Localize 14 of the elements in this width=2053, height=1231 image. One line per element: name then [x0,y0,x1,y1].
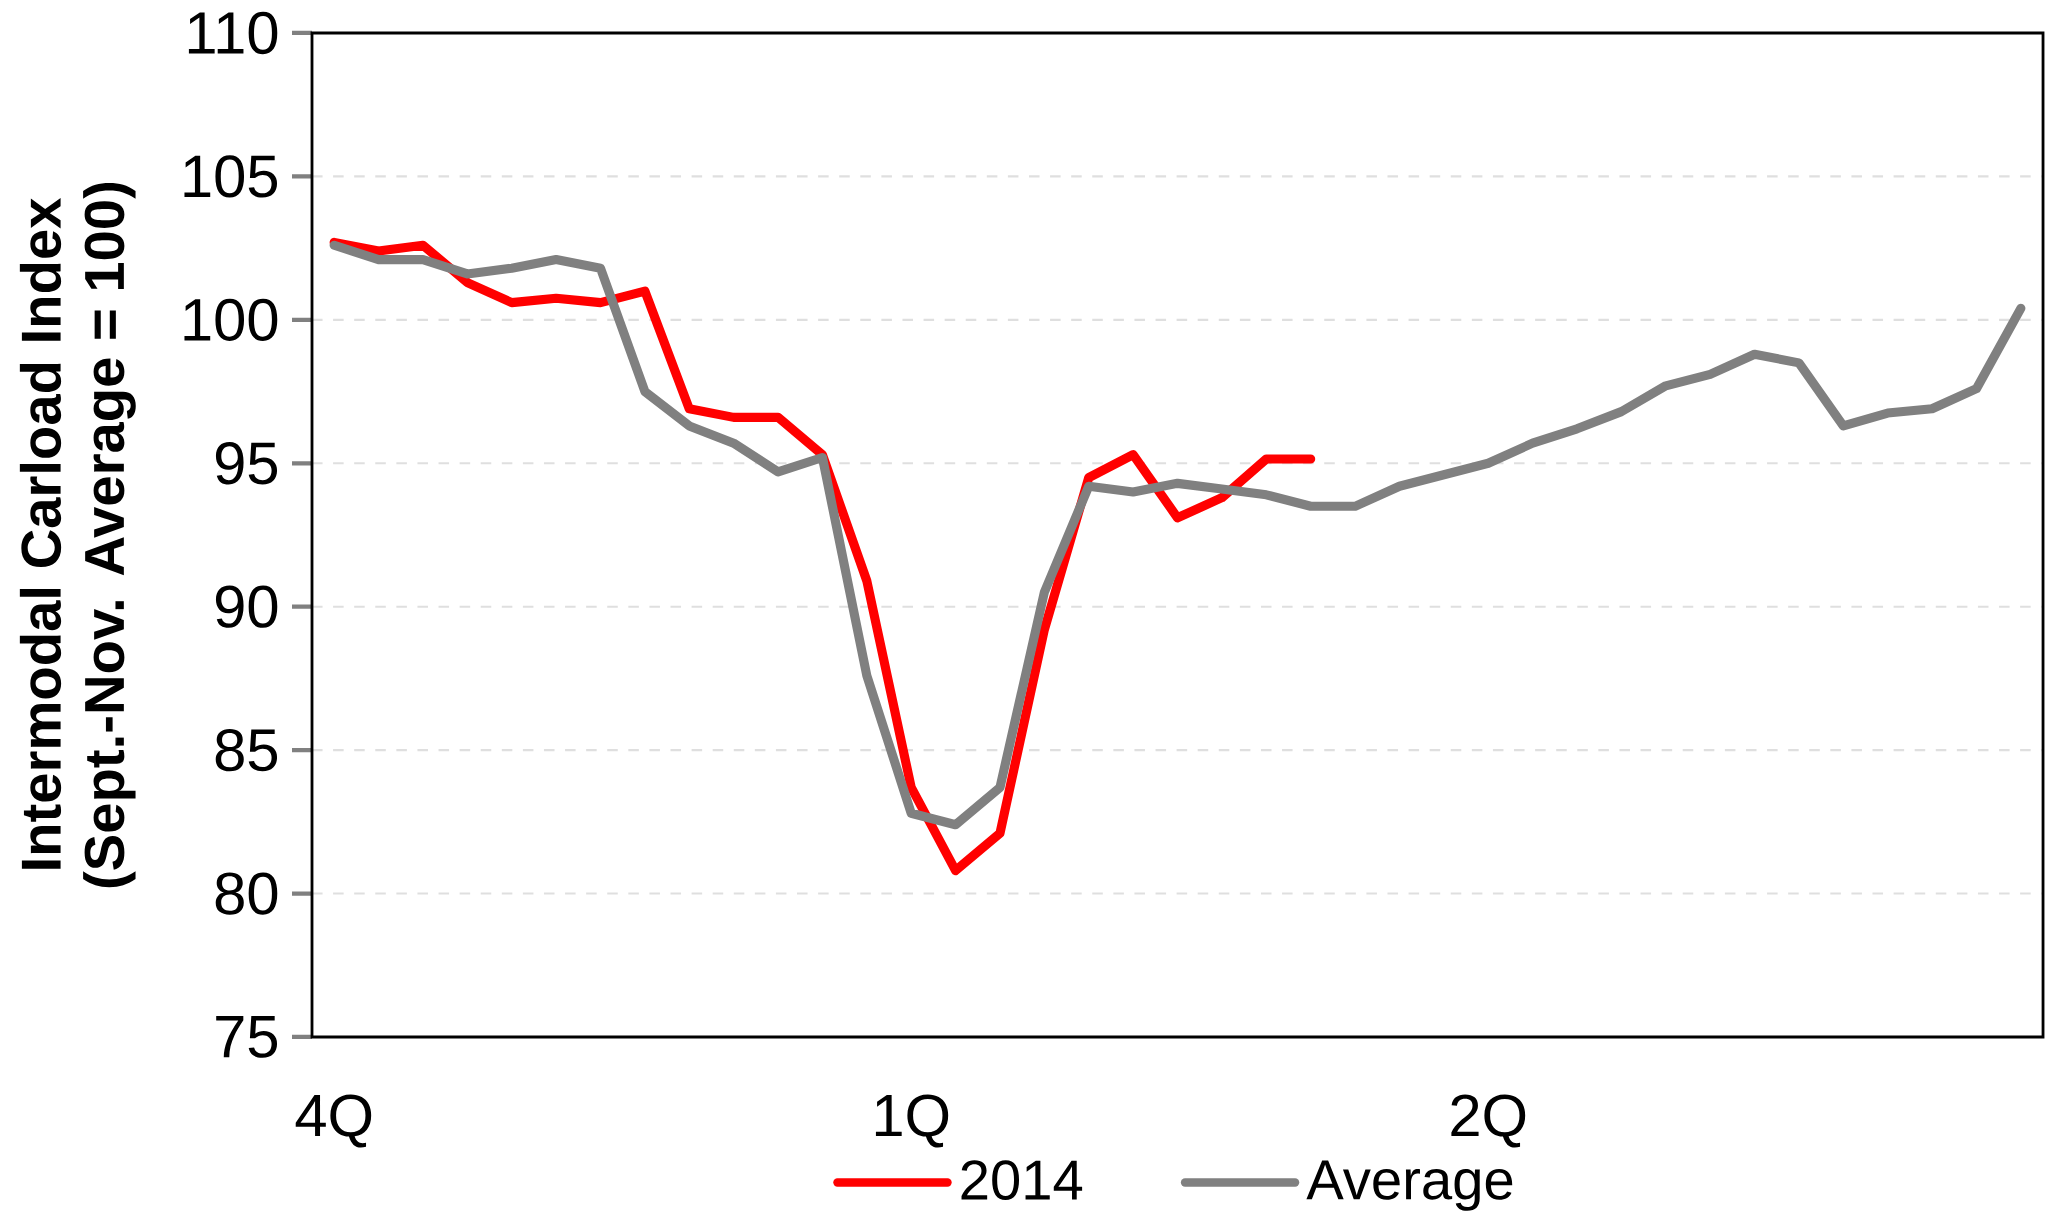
legend-label: Average [1306,1160,1513,1211]
y-tick-label: 80 [215,872,278,915]
y-tick-label: 85 [215,728,278,772]
legend-label: 2014 [961,1160,1083,1200]
y-tick-label: 90 [215,585,278,628]
x-tick-label: 1Q [875,1094,949,1148]
x-tick-label: 2Q [1451,1094,1526,1148]
y-tick-label: 105 [184,155,278,198]
y-tick-label: 110 [188,11,278,55]
y-tick-label: 75 [216,1016,278,1058]
y-axis-title: Intermodal Carload Index (Sept.-Nov. Average = 100) [19,182,136,888]
y-tick-label: 100 [184,298,278,342]
x-tick-label: 4Q [295,1094,372,1148]
y-tick-label: 95 [215,442,278,485]
